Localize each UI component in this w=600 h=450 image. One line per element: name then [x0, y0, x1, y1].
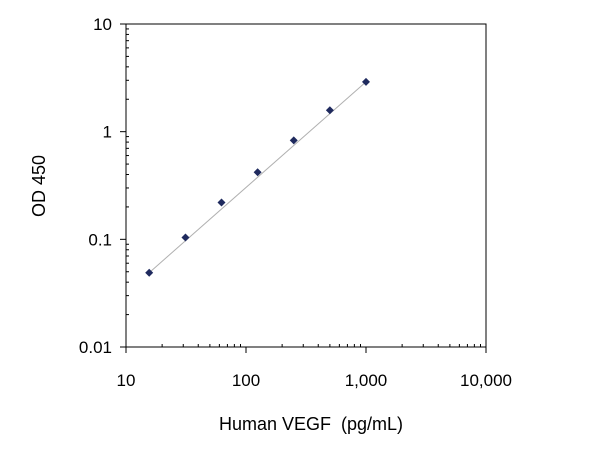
data-point	[362, 77, 370, 86]
x-axis-ticks: 10 100 1,000 10,000	[117, 344, 512, 390]
data-point	[253, 168, 262, 177]
plot-area	[125, 23, 487, 348]
data-point	[217, 198, 226, 207]
x-axis-title: Human VEGF (pg/mL)	[219, 414, 403, 434]
x-tick-label: 10	[117, 371, 136, 390]
data-points	[145, 77, 370, 277]
y-tick-label: 1	[103, 123, 112, 142]
y-tick-label: 0.01	[79, 338, 112, 357]
x-tick-label: 10,000	[460, 371, 512, 390]
x-tick-label: 1,000	[345, 371, 388, 390]
x-tick-label: 100	[232, 371, 260, 390]
y-axis-title: OD 450	[29, 155, 49, 217]
data-point	[181, 233, 190, 242]
data-point	[325, 106, 334, 115]
y-tick-label: 10	[93, 15, 112, 34]
data-point	[289, 136, 298, 145]
y-axis-ticks: 0.01 0.1 1 10	[79, 15, 129, 357]
data-point	[145, 268, 154, 277]
y-tick-label: 0.1	[88, 230, 112, 249]
